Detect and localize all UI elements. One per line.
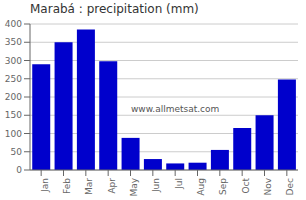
svg-text:Jun: Jun <box>151 178 161 193</box>
svg-text:400: 400 <box>8 19 22 29</box>
svg-text:300: 300 <box>8 56 22 66</box>
svg-text:Nov: Nov <box>263 177 273 195</box>
svg-text:200: 200 <box>8 92 22 102</box>
svg-text:150: 150 <box>8 110 22 120</box>
svg-text:0: 0 <box>16 165 22 175</box>
svg-text:Sep: Sep <box>218 178 228 195</box>
svg-text:Jul: Jul <box>174 178 184 190</box>
svg-text:250: 250 <box>8 74 22 84</box>
svg-text:Oct: Oct <box>241 178 251 194</box>
svg-text:Aug: Aug <box>196 178 206 196</box>
svg-text:350: 350 <box>8 37 22 47</box>
svg-text:Jan: Jan <box>40 178 50 193</box>
svg-text:May: May <box>129 177 139 196</box>
svg-text:Apr: Apr <box>107 178 117 194</box>
svg-text:100: 100 <box>8 129 22 139</box>
html-text:Marabá : precipitation (mm): Marabá : precipitation (mm) <box>30 2 199 16</box>
svg-text:Dec: Dec <box>285 178 295 195</box>
svg-text:50: 50 <box>11 147 23 157</box>
svg-text:Feb: Feb <box>62 178 72 194</box>
svg-text:Mar: Mar <box>84 178 94 195</box>
html-text:www.allmetsat.com: www.allmetsat.com <box>131 104 220 115</box>
